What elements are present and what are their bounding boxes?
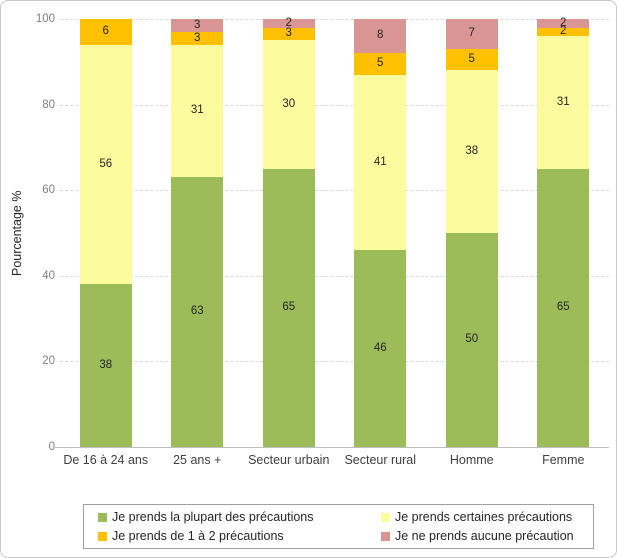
gridline [60,361,609,363]
bar-segment: 2 [537,16,590,29]
y-axis-tick-label: 100 [35,13,55,25]
legend-label: Je prends de 1 à 2 précautions [112,529,284,543]
bar-segment: 2 [262,16,315,29]
bar-value-label: 41 [373,155,387,168]
bar-value-label: 38 [465,144,479,157]
bar-segment: 3 [171,18,224,32]
bar-value-label: 3 [285,27,292,40]
bar-value-label: 38 [99,358,113,371]
x-axis-label: Secteur rural [344,453,417,467]
x-axis-label: Femme [542,453,585,467]
bar-value-label: 65 [282,301,296,314]
bar-6: 65 31 2 2 [518,16,610,447]
y-axis-tick-label: 20 [42,355,55,368]
x-axis-labels: De 16 à 24 ans 25 ans + Secteur urbain Sect… [60,453,609,467]
bar-value-label: 5 [468,52,475,65]
y-axis-tick-label: 40 [42,269,55,282]
bar-value-label: 56 [99,157,113,170]
bar-segment: 63 [171,177,224,447]
bar-segment: 7 [445,19,498,49]
bar-segment: 5 [354,53,407,75]
x-axis-label: 25 ans + [173,453,222,467]
legend-swatch-icon [98,531,107,541]
y-axis-ticks: 0 20 40 60 80 100 [25,13,55,453]
y-axis-tick-label: 0 [48,441,55,453]
bar-value-label: 8 [377,29,384,42]
legend-item: Je ne prends aucune précaution [381,529,593,543]
bar-4: 46 41 5 8 [335,19,427,447]
legend-item: Je prends certaines précautions [381,510,593,524]
x-axis-label: Secteur urbain [248,453,330,467]
bar-value-label: 2 [560,16,567,29]
legend-swatch-icon [98,512,107,522]
bar-value-label: 30 [282,97,296,110]
bar-value-label: 65 [556,301,570,314]
bar-segment: 41 [354,74,407,251]
bar-segment: 5 [445,48,498,71]
bar-value-label: 3 [194,18,201,31]
bar-value-label: 50 [465,333,479,346]
y-axis-title: Pourcentage % [10,190,24,276]
gridline [60,190,609,192]
gridline [60,104,609,106]
legend-box: Je prends la plupart des précautions Je p… [83,504,594,549]
bar-value-label: 31 [190,104,204,117]
legend-item: Je prends la plupart des précautions [98,510,381,524]
bar-segment: 65 [262,168,315,447]
bar-segment: 46 [354,250,407,447]
y-axis-tick-label: 80 [42,98,55,111]
x-axis-line [55,447,609,448]
bars-container: 38 56 6 63 31 3 3 65 30 3 2 46 41 5 8 50 38 5 7 65 31 2 2 [60,16,610,447]
bar-value-label: 6 [102,25,109,38]
bar-value-label: 46 [373,341,387,354]
bar-3: 65 30 3 2 [243,16,335,447]
bar-segment: 31 [171,44,224,178]
bar-value-label: 2 [560,25,567,38]
legend-swatch-icon [381,531,390,541]
bar-segment: 8 [354,19,407,54]
legend-label: Je prends la plupart des précautions [112,510,314,524]
bar-segment: 2 [537,25,590,38]
x-axis-label: Homme [449,453,494,467]
bar-segment: 30 [262,40,315,169]
legend-label: Je prends certaines précautions [395,510,573,524]
bar-value-label: 2 [285,16,292,29]
legend-item: Je prends de 1 à 2 précautions [98,529,381,543]
bar-segment: 65 [537,168,590,447]
gridline [60,19,609,20]
legend-label: Je ne prends aucune précaution [395,529,574,543]
gridline [60,275,609,277]
x-axis-label: De 16 à 24 ans [63,453,149,467]
bar-segment: 6 [79,19,132,45]
bar-segment: 38 [445,70,498,233]
y-axis-tick-label: 60 [42,184,55,197]
bar-value-label: 31 [556,95,570,108]
bar-1: 38 56 6 [60,19,152,447]
bar-segment: 50 [445,233,498,447]
bar-value-label: 3 [194,31,201,44]
bar-5: 50 38 5 7 [426,19,518,447]
bar-value-label: 5 [377,57,384,70]
legend-swatch-icon [381,512,390,522]
bar-value-label: 7 [468,27,475,40]
bar-2: 63 31 3 3 [152,19,244,447]
bar-segment: 56 [79,44,132,285]
bar-segment: 3 [171,31,224,45]
bar-segment: 3 [262,27,315,41]
plot-area: 38 56 6 63 31 3 3 65 30 3 2 46 41 5 8 50 38 5 7 65 31 2 2 [55,16,610,448]
bar-segment: 31 [537,36,590,169]
bar-segment: 38 [79,284,132,447]
bar-value-label: 63 [190,305,204,318]
